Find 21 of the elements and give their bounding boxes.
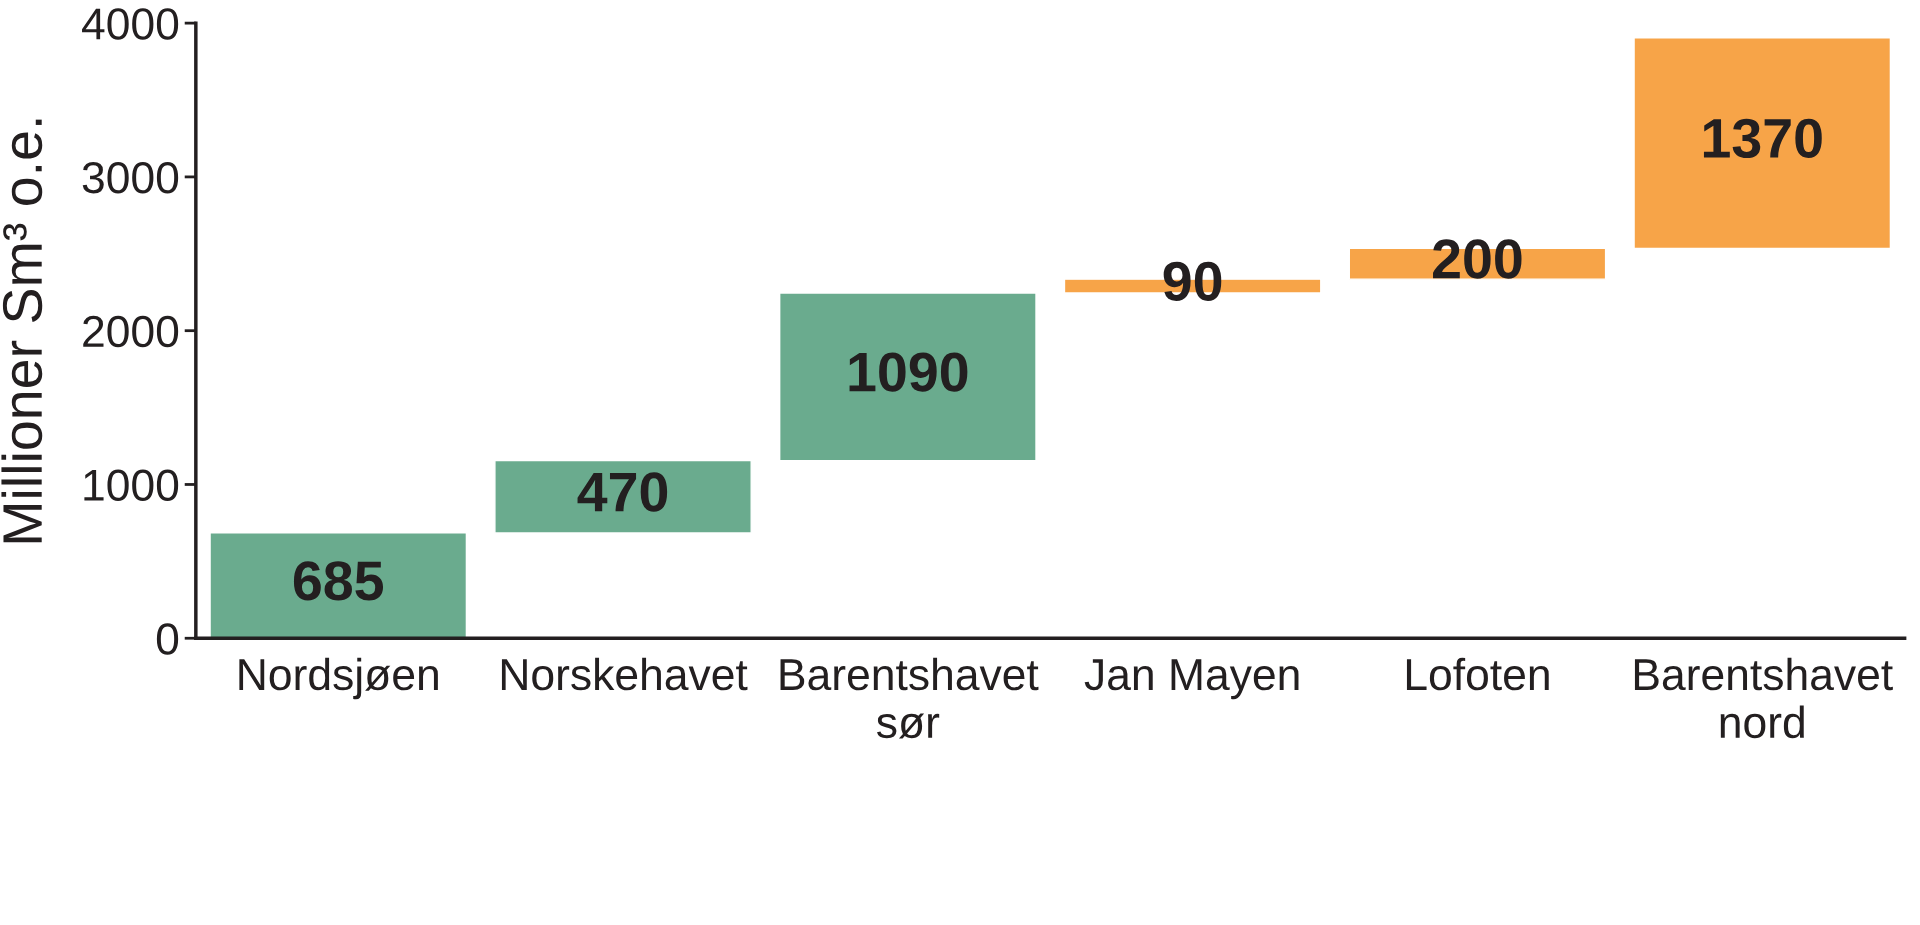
y-tick-label: 3000 [82, 161, 179, 194]
x-tick-label: Barentshavet sør [780, 657, 1039, 739]
x-tick-label: Lofoten [1406, 657, 1549, 691]
y-tick-label: 1000 [84, 469, 179, 502]
bar [209, 532, 468, 639]
y-axis-title: Millioner Sm³ o.e. [1, 119, 43, 543]
data-label: 200 [1433, 239, 1522, 279]
data-label: 470 [577, 472, 668, 512]
y-tick-label: 4000 [82, 8, 179, 40]
x-tick-label: Nordsjøen [239, 657, 438, 700]
x-tick-label: Norskehavet [501, 657, 748, 691]
bar [494, 459, 752, 534]
data-label: 1090 [849, 352, 968, 392]
data-label: 685 [293, 561, 384, 601]
data-label: 1370 [1703, 118, 1822, 159]
bar [778, 292, 1037, 462]
bar [1633, 37, 1892, 250]
x-tick-label: Barentshavet nord [1634, 657, 1893, 739]
y-tick-label: 2000 [83, 315, 179, 348]
x-tick-label: Jan Mayen [1084, 659, 1299, 700]
y-tick-label: 0 [156, 623, 179, 655]
